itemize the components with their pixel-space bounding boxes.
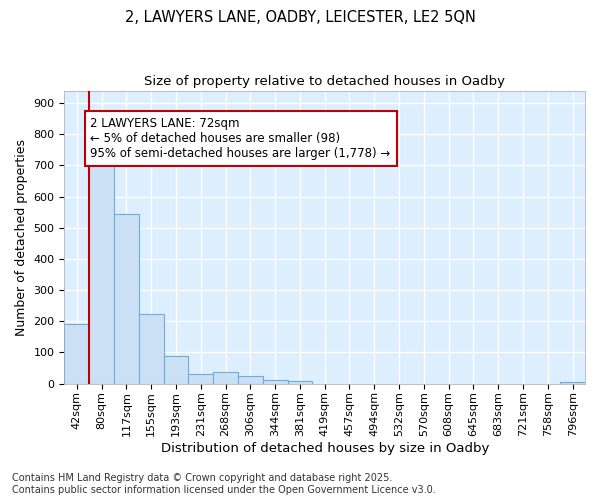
Bar bbox=[89, 160, 114, 384]
Y-axis label: Number of detached properties: Number of detached properties bbox=[15, 138, 28, 336]
Text: 2, LAWYERS LANE, OADBY, LEICESTER, LE2 5QN: 2, LAWYERS LANE, OADBY, LEICESTER, LE2 5… bbox=[125, 10, 475, 25]
Bar bbox=[238, 376, 263, 384]
X-axis label: Distribution of detached houses by size in Oadby: Distribution of detached houses by size … bbox=[161, 442, 489, 455]
Bar bbox=[188, 374, 213, 384]
Text: 2 LAWYERS LANE: 72sqm
← 5% of detached houses are smaller (98)
95% of semi-detac: 2 LAWYERS LANE: 72sqm ← 5% of detached h… bbox=[91, 117, 391, 160]
Bar bbox=[139, 314, 164, 384]
Title: Size of property relative to detached houses in Oadby: Size of property relative to detached ho… bbox=[144, 75, 505, 88]
Bar bbox=[287, 381, 313, 384]
Bar bbox=[263, 380, 287, 384]
Bar bbox=[64, 324, 89, 384]
Bar bbox=[114, 214, 139, 384]
Text: Contains HM Land Registry data © Crown copyright and database right 2025.
Contai: Contains HM Land Registry data © Crown c… bbox=[12, 474, 436, 495]
Bar bbox=[560, 382, 585, 384]
Bar bbox=[164, 356, 188, 384]
Bar bbox=[213, 372, 238, 384]
